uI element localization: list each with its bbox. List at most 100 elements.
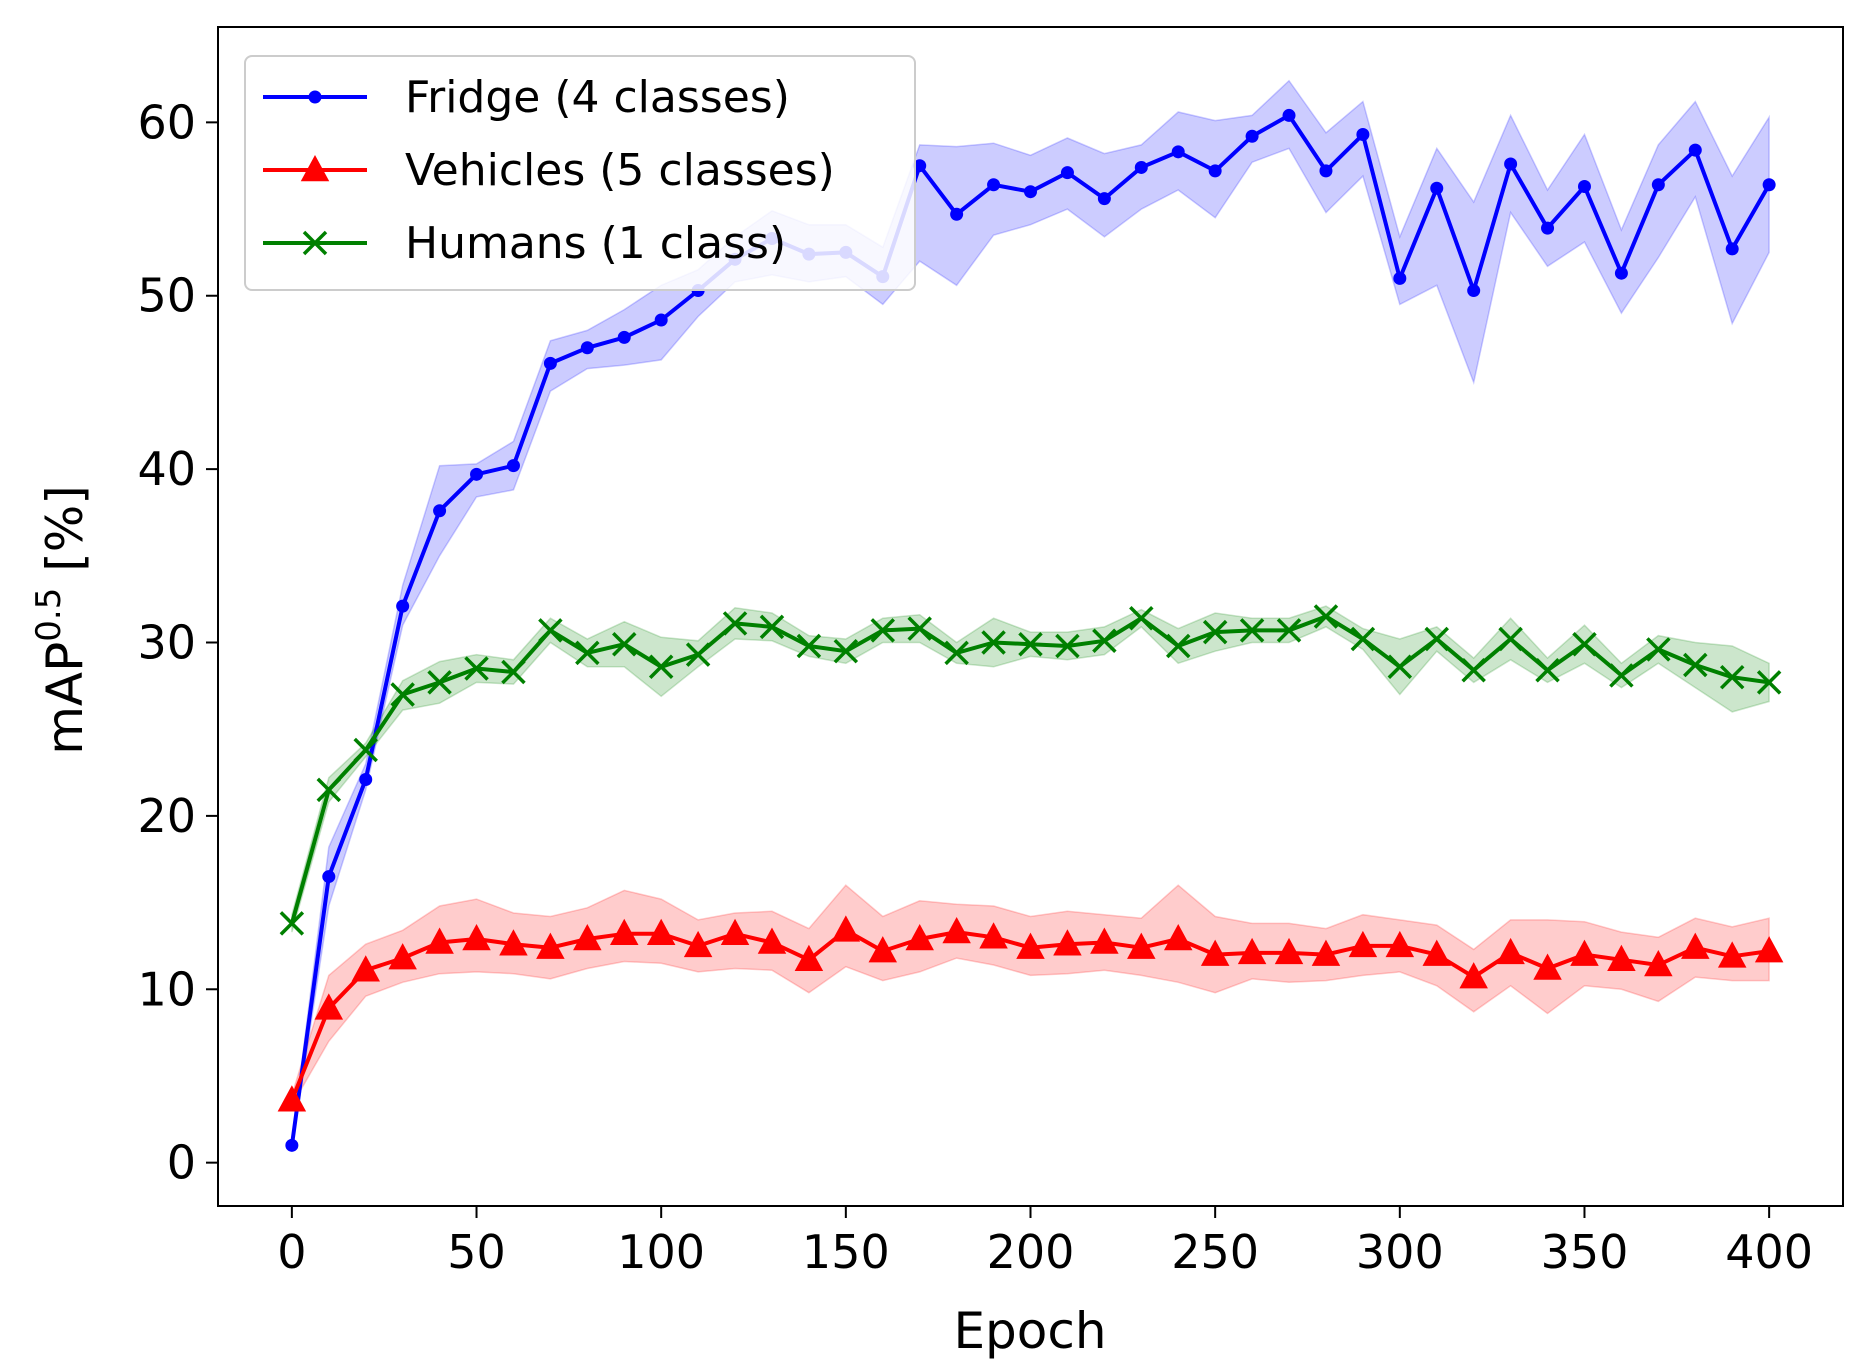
humans-1-class-point <box>833 638 859 664</box>
humans-1-class-point <box>1424 626 1449 652</box>
vehicles-5-classes-point <box>1644 949 1673 977</box>
x-axis-label: Epoch <box>953 1302 1106 1360</box>
fridge-4-classes-point <box>1171 145 1185 159</box>
y-axis-ticks: 0 10 20 30 40 50 60 <box>137 95 218 1190</box>
vehicles-5-classes-point <box>1385 930 1415 958</box>
humans-1-class-legend-marker <box>302 230 328 256</box>
vehicles-5-classes-point <box>573 923 602 951</box>
vehicles-5-classes-point <box>425 927 454 954</box>
series-markers <box>277 108 1784 1152</box>
x-tick-label: 250 <box>1171 1225 1259 1279</box>
vehicles-5-classes-point <box>1274 937 1304 965</box>
humans-1-class-point <box>1202 619 1228 645</box>
vehicles-5-classes-point <box>610 918 639 946</box>
humans-1-class-point <box>981 630 1006 655</box>
humans-1-class-point <box>1461 658 1486 683</box>
fridge-4-classes-point <box>1614 266 1628 280</box>
y-tick-label: 20 <box>137 789 196 843</box>
vehicles-5-classes-point <box>1053 929 1082 956</box>
humans-1-class-point <box>279 911 305 936</box>
fridge-4-classes-point <box>433 504 447 518</box>
humans-1-class-point <box>796 633 822 659</box>
fridge-4-classes-point <box>913 159 927 173</box>
humans-1-class-point <box>464 656 489 681</box>
y-axis-label-suffix: [%] <box>36 485 94 587</box>
humans-1-class-point <box>1350 626 1376 652</box>
humans-1-class-point <box>1572 632 1597 657</box>
vehicles-5-classes-point <box>1127 932 1156 959</box>
x-axis-ticks: 0 50 100 150 200 250 300 350 400 <box>277 1206 1813 1279</box>
humans-1-class-point <box>538 618 563 643</box>
vehicles-5-classes-point <box>1459 962 1488 989</box>
y-axis-label-superscript: 0.5 <box>29 588 69 642</box>
fridge-4-classes-point <box>1134 160 1148 174</box>
vehicles-5-classes-point <box>1681 932 1710 959</box>
fridge-4-classes-point <box>654 313 668 327</box>
humans-1-class-point <box>1498 626 1523 652</box>
vehicles-5-classes-point <box>868 936 898 963</box>
y-axis-label: mAP0.5 [%] <box>29 485 94 755</box>
fridge-4-classes-point <box>950 207 964 221</box>
vehicles-5-classes-point <box>351 955 380 982</box>
humans-1-class-point <box>1239 618 1265 643</box>
vehicles-5-classes-point <box>314 993 344 1020</box>
humans-1-class-point <box>612 632 637 657</box>
vehicles-5-classes-point <box>683 930 713 958</box>
fridge-4-classes-point <box>1725 242 1739 256</box>
humans-1-class-point <box>1055 633 1080 659</box>
vehicles-5-classes-point <box>499 929 528 956</box>
fridge-4-classes-point <box>1467 284 1481 298</box>
fridge-4-classes-point <box>1245 129 1259 143</box>
humans-1-class-point <box>1756 670 1782 695</box>
humans-1-class-point <box>648 654 674 680</box>
fridge-4-classes-point <box>470 467 484 481</box>
vehicles-5-classes-point <box>1016 932 1045 959</box>
x-tick-label: 200 <box>987 1225 1075 1279</box>
y-tick-label: 30 <box>137 616 196 670</box>
vehicles-5-classes-point <box>720 918 750 946</box>
humans-1-class-point <box>1129 605 1154 631</box>
x-tick-label: 300 <box>1356 1225 1444 1279</box>
vehicles-5-classes-point <box>1570 939 1599 966</box>
fridge-4-classes-point <box>1024 185 1037 199</box>
vehicles-5-classes-point <box>1607 944 1636 972</box>
humans-1-class-point <box>1092 628 1117 654</box>
vehicles-5-classes-point <box>1311 939 1341 966</box>
vehicles-5-classes-point <box>646 918 676 946</box>
humans-1-class-point <box>316 777 342 803</box>
fridge-4-classes-point <box>359 772 373 786</box>
humans-1-class-point <box>1535 658 1560 683</box>
vehicles-5-classes-point <box>1163 923 1193 951</box>
vehicles-5-classes-point <box>277 1085 307 1112</box>
fridge-4-classes-point <box>1393 271 1407 285</box>
fridge-4-classes-point <box>580 341 594 355</box>
fridge-4-classes-point <box>1097 192 1111 206</box>
fridge-4-classes-point <box>1577 180 1591 194</box>
y-tick-label: 10 <box>137 962 196 1016</box>
humans-1-class-point <box>759 614 785 640</box>
fridge-4-classes-legend-label: Fridge (4 classes) <box>405 72 790 123</box>
y-tick-label: 60 <box>137 95 196 149</box>
y-tick-label: 40 <box>137 442 196 496</box>
x-tick-label: 400 <box>1725 1225 1813 1279</box>
humans-1-class-point <box>501 659 526 685</box>
fridge-4-classes-point <box>1319 164 1333 178</box>
humans-1-class-point <box>944 640 969 666</box>
humans-1-class-legend-label: Humans (1 class) <box>405 218 786 269</box>
y-axis-label-main: mAP <box>36 642 94 755</box>
vehicles-5-classes-point <box>462 923 491 951</box>
fridge-4-classes-point <box>987 178 1001 192</box>
humans-1-class-point <box>427 670 452 695</box>
vehicles-5-classes-point <box>536 932 565 959</box>
vehicles-5-classes-point <box>1348 930 1378 958</box>
vehicles-5-classes-point <box>794 944 824 972</box>
y-tick-label: 50 <box>137 269 196 323</box>
vehicles-5-classes-point <box>1200 939 1230 966</box>
vehicles-5-classes-point <box>1090 927 1119 954</box>
fridge-4-classes-point <box>1356 127 1370 141</box>
x-tick-label: 350 <box>1541 1225 1629 1279</box>
humans-1-class-point <box>1018 632 1043 657</box>
legend-box <box>244 55 916 291</box>
humans-1-class-point <box>870 618 896 643</box>
